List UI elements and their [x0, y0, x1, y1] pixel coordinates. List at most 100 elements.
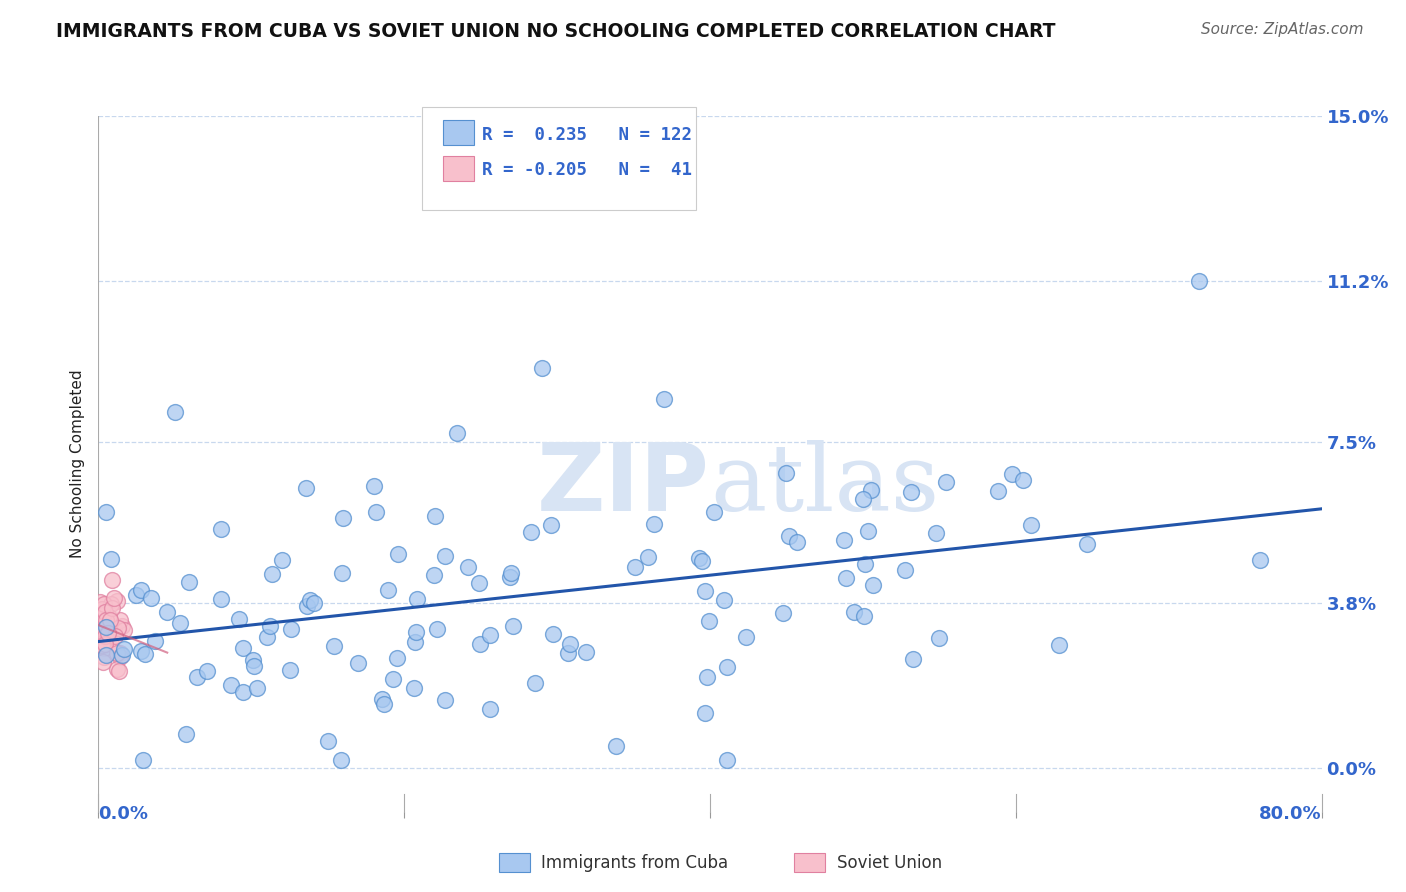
Point [232, 685, 254, 699]
Point [860, 483, 883, 498]
Point [697, 615, 720, 629]
Point [575, 644, 598, 658]
Point [695, 584, 717, 599]
Text: Immigrants from Cuba: Immigrants from Cuba [541, 854, 728, 871]
Point [346, 656, 368, 670]
Point [530, 361, 553, 376]
Point [772, 606, 794, 620]
Point [703, 505, 725, 519]
Point [502, 619, 524, 633]
Point [91, 638, 114, 652]
Point [716, 660, 738, 674]
Point [156, 605, 179, 619]
Point [468, 575, 491, 590]
Point [637, 549, 659, 564]
Point [523, 676, 546, 690]
Point [468, 637, 491, 651]
Point [91, 639, 114, 653]
Point [256, 631, 278, 645]
Point [387, 650, 409, 665]
Point [232, 641, 254, 656]
Point [928, 631, 950, 645]
Point [1012, 473, 1035, 487]
Point [332, 511, 354, 525]
Point [242, 658, 264, 673]
Point [100, 598, 122, 612]
Point [434, 549, 457, 563]
Point [478, 628, 501, 642]
Point [94, 605, 117, 619]
Point [219, 678, 242, 692]
Point [108, 646, 131, 660]
Y-axis label: No Schooling Completed: No Schooling Completed [70, 369, 86, 558]
Point [925, 526, 948, 541]
Point [479, 702, 502, 716]
Point [132, 753, 155, 767]
Point [91, 609, 114, 624]
Point [852, 491, 875, 506]
Point [323, 639, 346, 653]
Point [93, 597, 115, 611]
Point [100, 637, 122, 651]
Point [97, 610, 120, 624]
Point [101, 601, 124, 615]
Point [94, 613, 117, 627]
Point [543, 627, 565, 641]
Text: R = -0.205   N =  41: R = -0.205 N = 41 [482, 161, 692, 179]
Point [163, 405, 186, 419]
Point [91, 639, 114, 653]
Point [103, 591, 125, 605]
Point [278, 663, 301, 677]
Point [713, 593, 735, 607]
Point [242, 653, 264, 667]
Point [363, 478, 385, 492]
Point [935, 475, 957, 490]
Text: ZIP: ZIP [537, 439, 710, 531]
Point [104, 629, 127, 643]
Point [94, 648, 117, 663]
Point [112, 642, 135, 657]
Point [209, 522, 232, 536]
Point [624, 559, 647, 574]
Text: Soviet Union: Soviet Union [837, 854, 942, 871]
Point [302, 596, 325, 610]
Point [426, 622, 449, 636]
Point [295, 481, 318, 495]
Point [89, 595, 111, 609]
Point [259, 619, 281, 633]
Point [108, 650, 131, 665]
Text: IMMIGRANTS FROM CUBA VS SOVIET UNION NO SCHOOLING COMPLETED CORRELATION CHART: IMMIGRANTS FROM CUBA VS SOVIET UNION NO … [56, 22, 1056, 41]
Point [330, 753, 353, 767]
Point [100, 552, 122, 566]
Point [134, 647, 156, 661]
Point [405, 624, 427, 639]
Point [114, 624, 136, 638]
Point [174, 727, 197, 741]
Point [93, 621, 115, 635]
Point [94, 629, 117, 643]
Point [457, 559, 479, 574]
Point [557, 646, 579, 660]
Point [94, 505, 117, 519]
Point [423, 508, 446, 523]
Point [94, 620, 117, 634]
Point [1188, 274, 1211, 288]
Point [316, 734, 339, 748]
Point [270, 552, 294, 566]
Point [901, 652, 924, 666]
Point [371, 692, 394, 706]
Point [111, 619, 134, 633]
Point [98, 613, 121, 627]
Point [900, 484, 922, 499]
Point [94, 637, 117, 651]
Point [540, 518, 562, 533]
Point [298, 593, 321, 607]
Point [1047, 638, 1070, 652]
Point [110, 613, 132, 627]
Point [97, 626, 120, 640]
Point [856, 524, 879, 538]
Point [330, 566, 353, 580]
Point [862, 578, 884, 592]
Point [105, 662, 128, 676]
Point [423, 567, 446, 582]
